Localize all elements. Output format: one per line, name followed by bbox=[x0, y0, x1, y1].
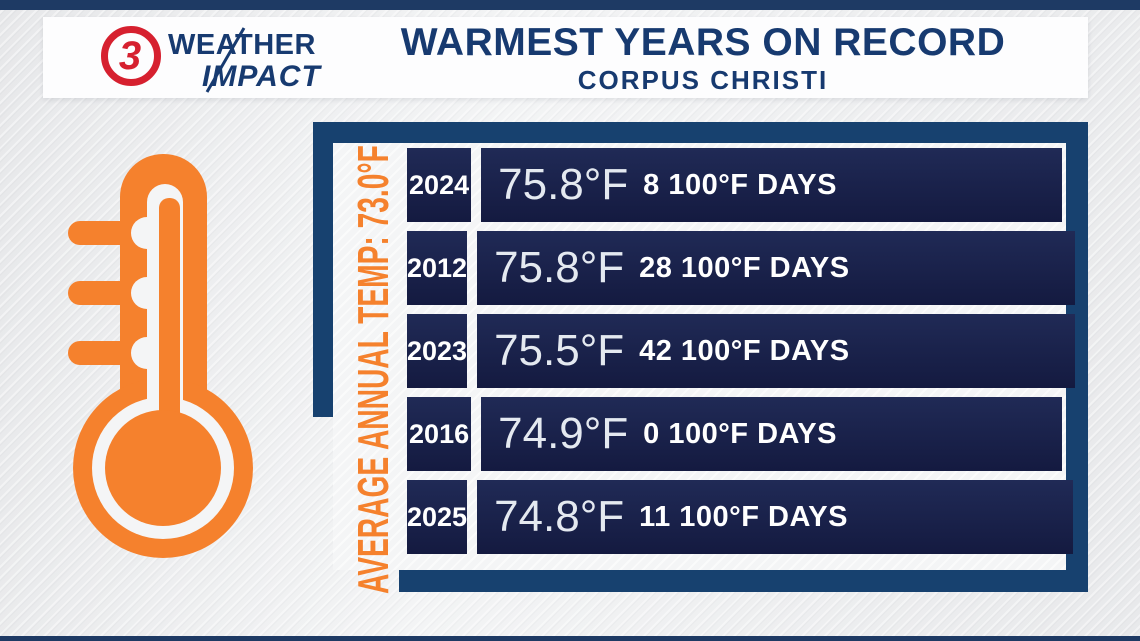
average-annual-temp-label: AVERAGE ANNUAL TEMP: 73.0°F bbox=[349, 144, 398, 594]
hundred-degree-days-value: 11 100°F DAYS bbox=[639, 500, 848, 533]
year-cell: 2012 bbox=[407, 231, 468, 305]
header-band: 3 WEATHER IMPACT WARMEST YEARS ON RECORD… bbox=[43, 17, 1088, 98]
station-logo: 3 WEATHER IMPACT bbox=[71, 17, 381, 98]
table-frame-left bbox=[313, 122, 333, 417]
thermometer-icon bbox=[68, 154, 253, 558]
channel-number: 3 bbox=[118, 34, 142, 78]
page-subtitle: CORPUS CHRISTI bbox=[577, 64, 829, 95]
row-data-cell: 74.8°F 11 100°F DAYS bbox=[477, 480, 1073, 554]
hundred-degree-days-value: 8 100°F DAYS bbox=[643, 168, 837, 201]
hundred-degree-days-value: 28 100°F DAYS bbox=[639, 251, 850, 284]
row-data-cell: 75.5°F 42 100°F DAYS bbox=[477, 314, 1075, 388]
table-frame-top bbox=[313, 122, 1088, 143]
avg-temp-value: 74.8°F bbox=[494, 492, 625, 541]
year-cell: 2016 bbox=[407, 397, 472, 471]
row-data-cell: 74.9°F 0 100°F DAYS bbox=[481, 397, 1062, 471]
hundred-degree-days-value: 42 100°F DAYS bbox=[639, 334, 850, 367]
channel-3-icon: 3 bbox=[101, 26, 161, 86]
table-row: 2025 74.8°F 11 100°F DAYS bbox=[407, 480, 1073, 554]
table-row: 2024 75.8°F 8 100°F DAYS bbox=[407, 148, 1062, 222]
table-row: 2023 75.5°F 42 100°F DAYS bbox=[407, 314, 1075, 388]
logo-impact-text: IMPACT bbox=[202, 60, 321, 93]
year-cell: 2023 bbox=[407, 314, 468, 388]
avg-temp-value: 75.5°F bbox=[494, 326, 625, 375]
year-cell: 2024 bbox=[407, 148, 472, 222]
row-data-cell: 75.8°F 28 100°F DAYS bbox=[477, 231, 1075, 305]
year-cell: 2025 bbox=[407, 480, 468, 554]
row-data-cell: 75.8°F 8 100°F DAYS bbox=[481, 148, 1062, 222]
logo-weather-text: WEATHER bbox=[168, 29, 316, 61]
avg-temp-value: 74.9°F bbox=[498, 409, 629, 458]
table-row: 2016 74.9°F 0 100°F DAYS bbox=[407, 397, 1062, 471]
avg-temp-value: 75.8°F bbox=[494, 243, 625, 292]
records-table: 2024 75.8°F 8 100°F DAYS 2012 75.8°F 28 100°F… bbox=[407, 148, 1075, 554]
table-frame-bottom bbox=[399, 570, 1088, 592]
page-title: WARMEST YEARS ON RECORD bbox=[400, 21, 1006, 64]
bottom-accent-strip bbox=[0, 636, 1140, 641]
hundred-degree-days-value: 0 100°F DAYS bbox=[643, 417, 837, 450]
table-row: 2012 75.8°F 28 100°F DAYS bbox=[407, 231, 1075, 305]
avg-temp-value: 75.8°F bbox=[498, 160, 629, 209]
average-annual-temp-text: AVERAGE ANNUAL TEMP: 73.0°F bbox=[349, 145, 398, 594]
top-accent-strip bbox=[0, 0, 1140, 10]
header-titles: WARMEST YEARS ON RECORD CORPUS CHRISTI bbox=[333, 21, 1073, 96]
